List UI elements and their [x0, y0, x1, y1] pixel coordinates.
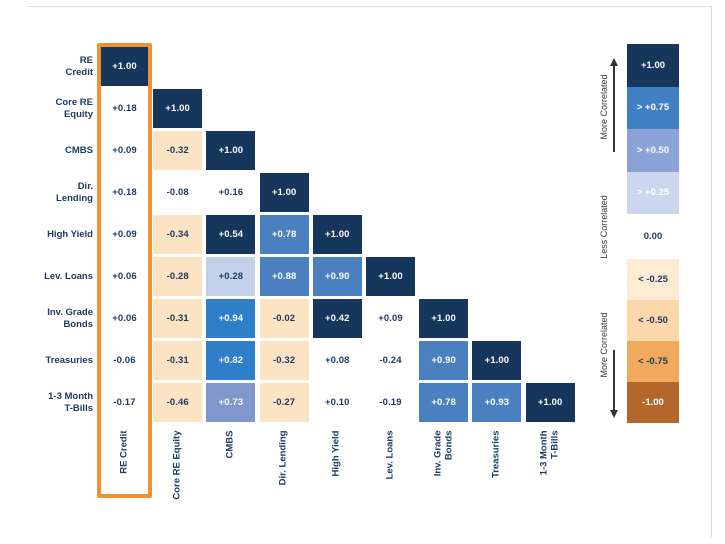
- column-label-text: Core RE Equity: [171, 430, 183, 500]
- down-arrow-icon: [610, 410, 618, 418]
- legend-more-correlated-bottom-label: More Correlated: [599, 312, 609, 378]
- matrix-cell: -0.08: [166, 187, 189, 198]
- down-arrow-line: [613, 350, 615, 410]
- matrix-cell: +1.00: [366, 257, 415, 296]
- matrix-cell: -0.31: [153, 299, 203, 338]
- matrix-cell: +0.16: [218, 187, 244, 198]
- row-label: High Yield: [47, 228, 93, 240]
- matrix-cell: +0.73: [206, 383, 256, 422]
- legend-swatch: > +0.75: [627, 86, 679, 129]
- matrix-cell: +1.00: [153, 89, 203, 128]
- legend-swatch: < -0.25: [627, 259, 679, 300]
- matrix-cell: +0.93: [472, 383, 522, 422]
- matrix-cell: -0.24: [379, 355, 402, 366]
- matrix-cell: -0.02: [259, 299, 309, 338]
- row-label: Treasuries: [45, 354, 93, 366]
- legend-more-correlated-top-label: More Correlated: [599, 74, 609, 140]
- row-label: Lev. Loans: [44, 270, 93, 282]
- matrix-cell: +0.06: [112, 271, 137, 282]
- column-label: Lev. Loans: [366, 430, 415, 510]
- row-label: Dir. Lending: [56, 181, 93, 204]
- matrix-cell: -0.32: [153, 131, 203, 170]
- frame-border-right: [711, 6, 712, 537]
- matrix-cell: +0.54: [206, 215, 256, 254]
- matrix-cell: -0.17: [113, 397, 136, 408]
- column-label-text: Lev. Loans: [384, 430, 396, 479]
- matrix-cell: +0.09: [378, 313, 403, 324]
- column-label: Inv. Grade Bonds: [419, 430, 468, 510]
- column-label: 1-3 Month T-Bills: [526, 430, 575, 510]
- matrix-cell: +1.00: [525, 383, 575, 422]
- matrix-cell: +0.42: [312, 299, 362, 338]
- matrix-cell: +1.00: [259, 173, 309, 212]
- column-label-text: Inv. Grade Bonds: [431, 430, 454, 476]
- matrix-cell: +0.06: [112, 313, 137, 324]
- frame-border-top: [28, 6, 712, 7]
- matrix-cell: +0.94: [206, 299, 256, 338]
- legend-swatch: > +0.50: [627, 129, 679, 172]
- column-label: Dir. Lending: [260, 430, 309, 510]
- row-label: RE Credit: [65, 55, 93, 78]
- matrix-cell: +1.00: [419, 299, 469, 338]
- row-label: Inv. Grade Bonds: [47, 307, 93, 330]
- column-label-text: CMBS: [224, 430, 236, 458]
- matrix-cell: +0.82: [206, 341, 256, 380]
- matrix-cell: -0.34: [153, 215, 203, 254]
- column-label: High Yield: [313, 430, 362, 510]
- matrix-cell: +1.00: [472, 341, 522, 380]
- matrix-cell: +0.18: [112, 187, 137, 198]
- legend-swatch: -1.00: [627, 382, 679, 423]
- row-label: Core RE Equity: [55, 97, 93, 120]
- matrix-cell: +0.09: [112, 145, 137, 156]
- matrix-cell: +0.08: [325, 355, 350, 366]
- matrix-cell: -0.19: [379, 397, 402, 408]
- column-label-text: RE Credit: [118, 430, 130, 474]
- matrix-cell: +0.78: [419, 383, 469, 422]
- matrix-cell: -0.32: [259, 341, 309, 380]
- matrix-cell: +0.90: [312, 257, 362, 296]
- legend-zero-label: 0.00: [643, 231, 663, 242]
- matrix-cell: +0.78: [259, 215, 309, 254]
- column-label: Core RE Equity: [153, 430, 202, 510]
- matrix-cell: +0.90: [419, 341, 469, 380]
- matrix-cell: -0.27: [259, 383, 309, 422]
- matrix-cell: -0.28: [153, 257, 203, 296]
- matrix-cell: -0.46: [153, 383, 203, 422]
- matrix-cell: +0.18: [112, 103, 137, 114]
- legend-swatch: < -0.75: [627, 341, 679, 382]
- legend-swatch: < -0.50: [627, 300, 679, 341]
- column-label-text: 1-3 Month T-Bills: [538, 430, 561, 475]
- matrix-cell: +1.00: [312, 215, 362, 254]
- column-label-text: Dir. Lending: [277, 430, 289, 485]
- matrix-cell: +1.00: [100, 47, 149, 86]
- column-label-text: Treasuries: [490, 430, 502, 478]
- matrix-cell: -0.06: [113, 355, 136, 366]
- row-label: 1-3 Month T-Bills: [48, 391, 93, 414]
- matrix-cell: +0.28: [206, 257, 256, 296]
- up-arrow-icon: [610, 58, 618, 66]
- legend-less-correlated-label: Less Correlated: [599, 195, 609, 259]
- matrix-cell: +0.88: [259, 257, 309, 296]
- column-label: CMBS: [206, 430, 255, 510]
- legend-swatch: +1.00: [627, 44, 679, 87]
- column-label: RE Credit: [100, 430, 149, 510]
- matrix-cell: -0.31: [153, 341, 203, 380]
- column-label-text: High Yield: [330, 430, 342, 476]
- matrix-cell: +0.10: [325, 397, 350, 408]
- matrix-cell: +0.09: [112, 229, 137, 240]
- column-label: Treasuries: [472, 430, 521, 510]
- row-label: CMBS: [65, 144, 93, 156]
- up-arrow-line: [613, 65, 615, 152]
- legend-swatch: > +0.25: [627, 171, 679, 214]
- matrix-cell: +1.00: [206, 131, 256, 170]
